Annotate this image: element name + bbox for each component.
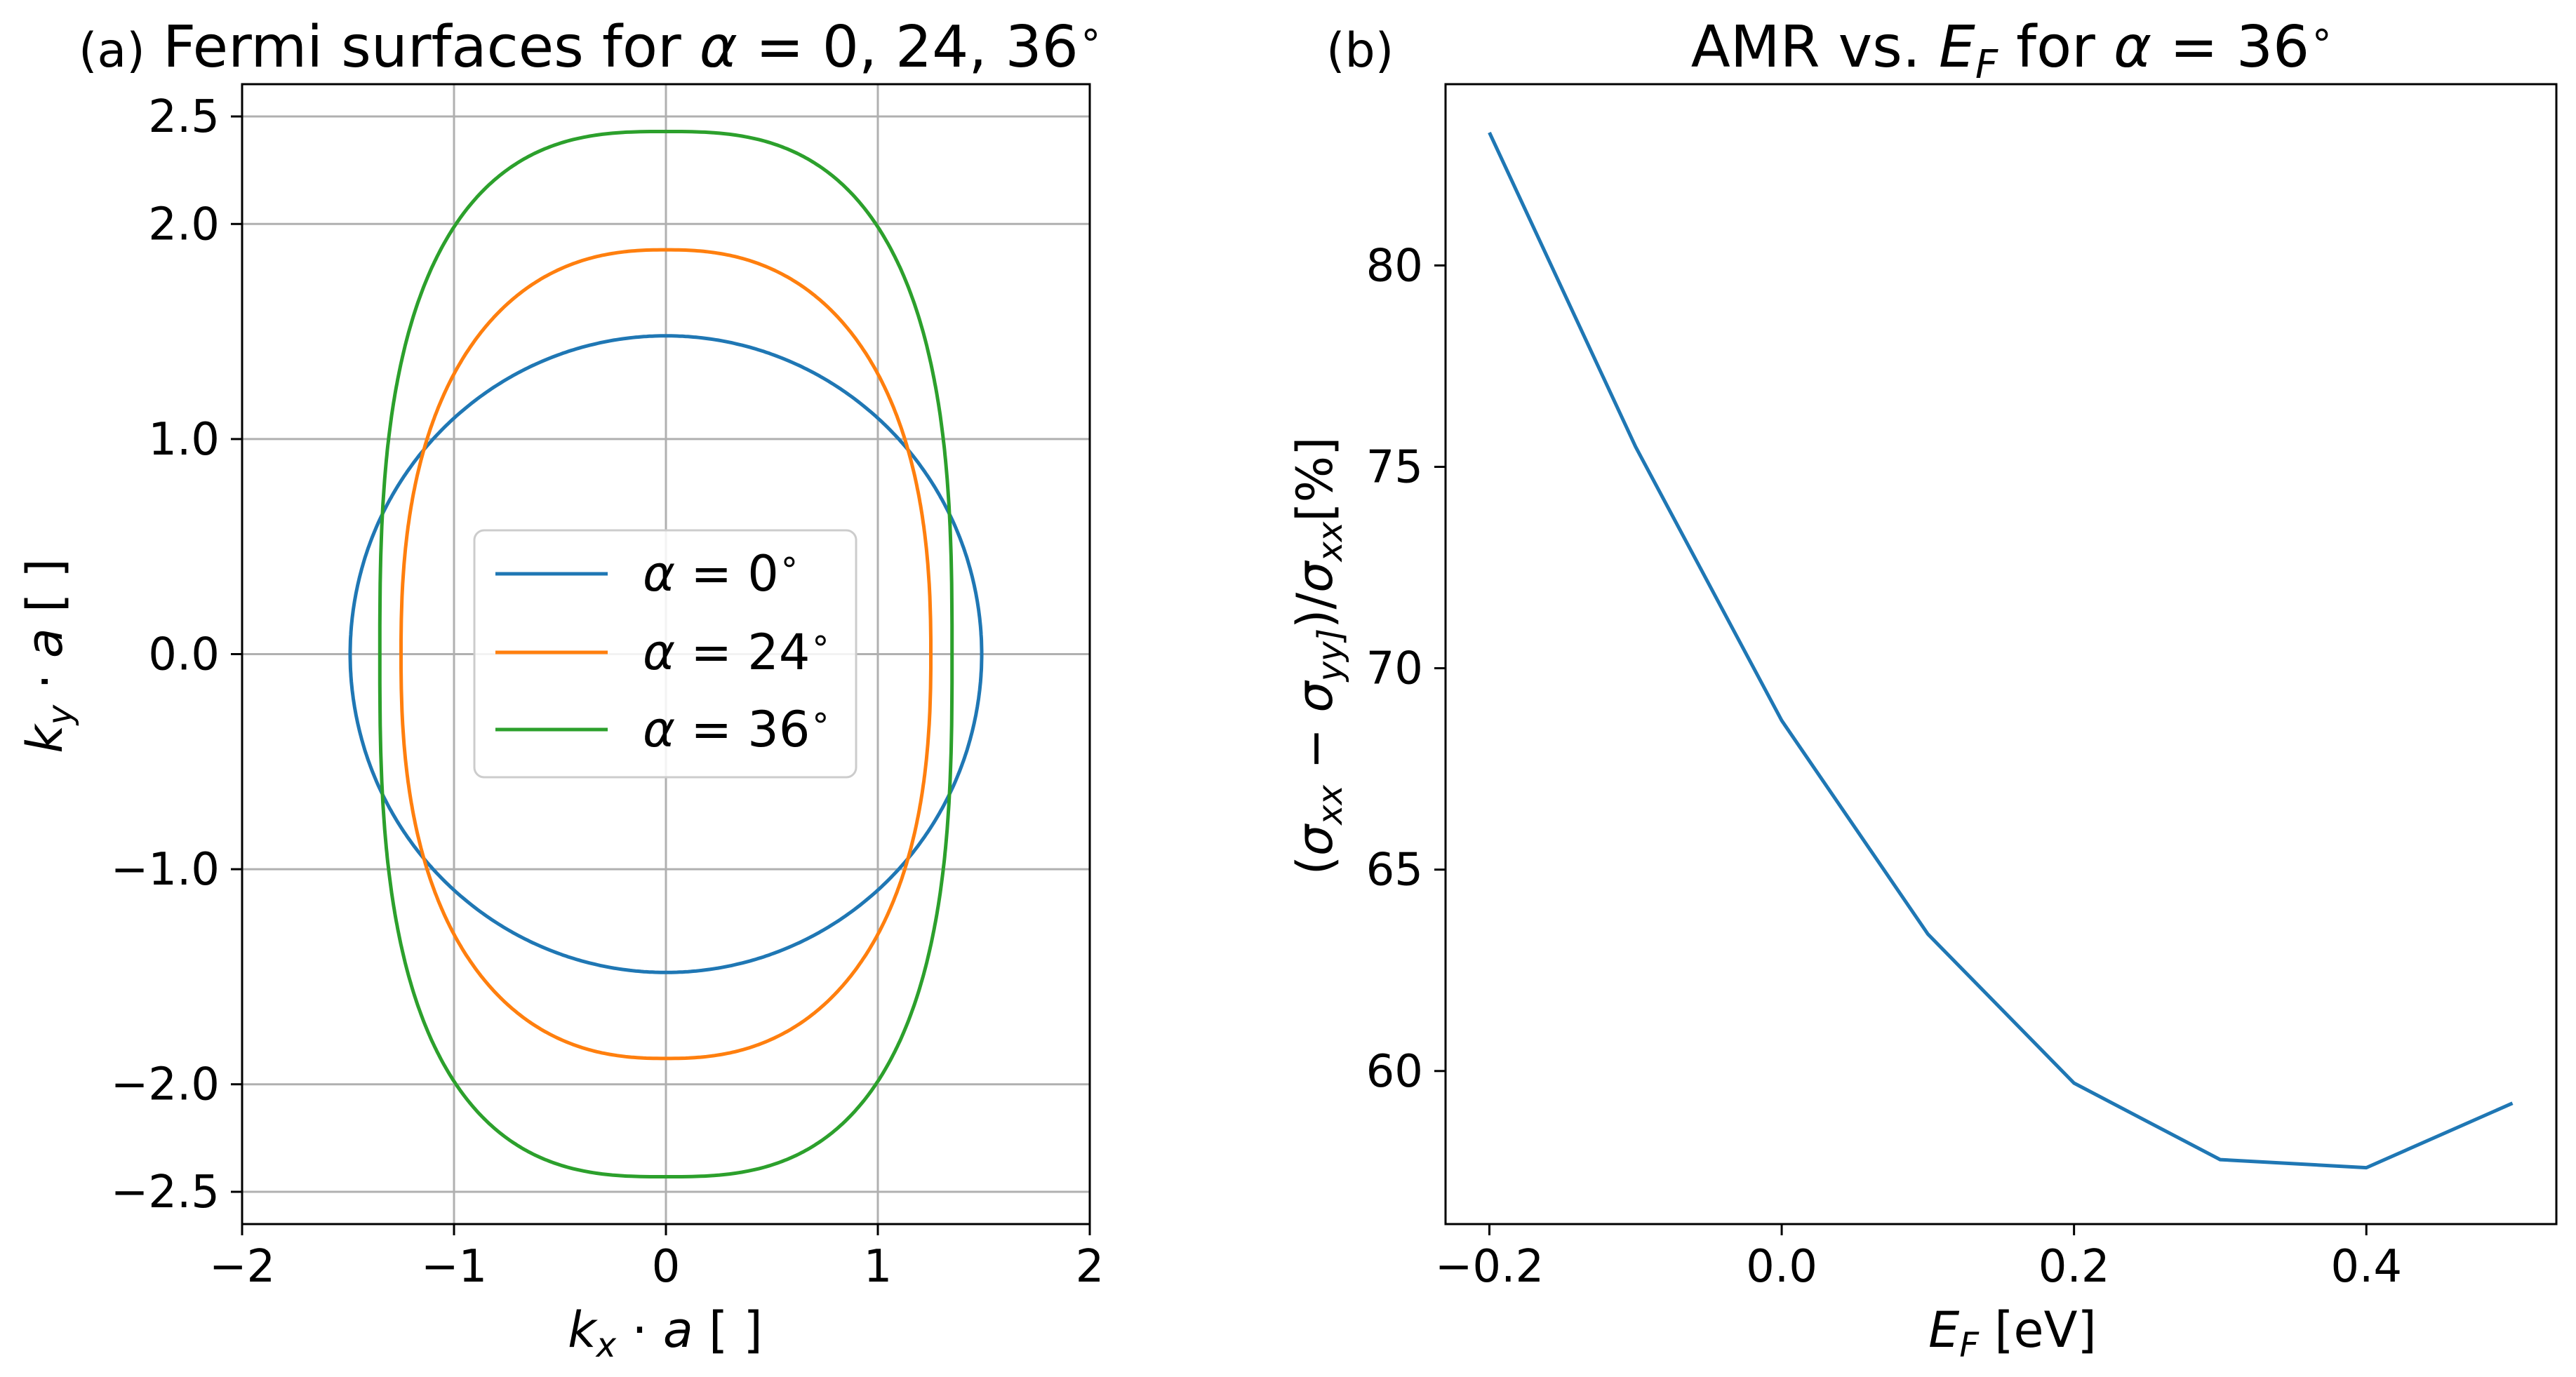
amr-series-line	[1488, 131, 2514, 1170]
legend-label-alpha-0: α = 0∘	[643, 542, 800, 603]
panel-b-label: (b)	[1326, 23, 1394, 79]
x-tick-label: −2	[209, 1241, 275, 1293]
y-tick-label: 75	[1366, 441, 1423, 493]
panel-a-ticks: −2 −1 0 1 2 −2.5 −2.0 −1.0 0.0 1.0 2.0 2.5	[111, 91, 1105, 1293]
y-tick-label: 0.0	[148, 629, 220, 681]
x-tick-label: −0.2	[1435, 1241, 1544, 1293]
x-tick-label: −1	[421, 1241, 487, 1293]
panel-b-title: AMR vs. EF for α = 36∘	[1691, 11, 2335, 88]
y-tick-label: 80	[1366, 240, 1423, 292]
y-tick-label: −1.0	[111, 844, 220, 896]
x-tick-label: 0	[652, 1241, 681, 1293]
panel-b-x-axis-label: EF [eV]	[1928, 1301, 2097, 1365]
fermi-surface-series-1	[399, 248, 933, 1061]
panel-a-title: Fermi surfaces for α = 0, 24, 36∘	[163, 11, 1103, 81]
panel-a-label: (a)	[79, 23, 145, 79]
x-tick-label: 0.2	[2038, 1241, 2110, 1293]
legend-label-alpha-24: α = 24∘	[643, 620, 831, 681]
panel-a-curves	[348, 130, 984, 1178]
y-tick-label: 60	[1366, 1046, 1423, 1098]
panel-b-frame	[1444, 83, 2558, 1225]
y-tick-label: 2.5	[148, 91, 220, 143]
panel-a-y-axis-label: ky · a [ ]	[16, 558, 80, 753]
x-tick-label: 0.0	[1746, 1241, 1817, 1293]
y-tick-label: 70	[1366, 643, 1423, 695]
x-tick-label: 0.4	[2330, 1241, 2402, 1293]
x-tick-label: 2	[1076, 1241, 1105, 1293]
y-tick-label: −2.5	[111, 1167, 220, 1218]
panel-b-y-axis-label: (σxx − σyy])/σxx[%]	[1286, 437, 1350, 875]
legend-label-alpha-36: α = 36∘	[643, 697, 831, 758]
panel-a-legend: α = 0∘ α = 24∘ α = 36∘	[473, 529, 857, 779]
fermi-surface-series-0	[348, 334, 984, 974]
x-tick-label: 1	[864, 1241, 893, 1293]
panel-a: −2 −1 0 1 2 −2.5 −2.0 −1.0 0.0 1.0 2.0 2.5 (a) Ferm…	[16, 11, 1104, 1365]
y-tick-label: 2.0	[148, 199, 220, 250]
panel-b-ticks: −0.2 0.0 0.2 0.4 60 65 70 75 80	[1366, 240, 2403, 1293]
legend-box	[473, 529, 857, 779]
y-tick-label: 1.0	[148, 414, 220, 466]
panel-a-x-axis-label: kx · a [ ]	[568, 1301, 763, 1365]
fermi-surface-series-2	[378, 130, 954, 1178]
panel-b: −0.2 0.0 0.2 0.4 60 65 70 75 80 (b) AMR vs. EF f…	[1286, 11, 2558, 1365]
y-tick-label: 65	[1366, 845, 1423, 896]
y-tick-label: −2.0	[111, 1059, 220, 1111]
panel-b-curves	[1488, 131, 2514, 1170]
